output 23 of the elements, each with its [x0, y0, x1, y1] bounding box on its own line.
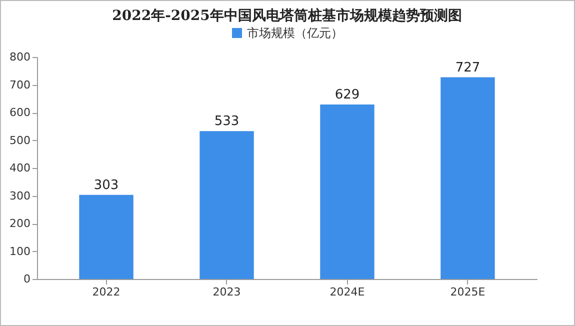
legend-label: 市场规模（亿元）	[247, 26, 343, 40]
y-tick-label: 300	[10, 189, 30, 202]
data-label: 303	[94, 178, 119, 193]
y-tick-label: 700	[10, 78, 30, 92]
x-tick-label: 2024E	[330, 286, 365, 298]
data-label: 727	[455, 60, 480, 76]
y-tick-label: 100	[10, 244, 30, 258]
bar	[320, 104, 374, 279]
data-label: 629	[334, 87, 360, 102]
x-tick-label: 2025E	[450, 286, 486, 298]
y-tick-label: 0	[24, 272, 30, 286]
bar	[79, 194, 134, 279]
y-tick-label: 200	[10, 217, 30, 230]
bar	[440, 77, 495, 279]
data-label: 533	[214, 114, 240, 130]
y-tick-label: 600	[10, 106, 30, 119]
chart-title: 2022年-2025年中国风电塔筒桩基市场规模趋势预测图	[112, 7, 462, 24]
y-tick-label: 400	[10, 162, 30, 174]
x-tick-label: 2022	[92, 286, 120, 298]
x-tick-label: 2023	[212, 286, 241, 298]
bar	[200, 131, 254, 279]
y-tick-label: 500	[10, 134, 30, 147]
y-tick-label: 800	[10, 50, 30, 64]
